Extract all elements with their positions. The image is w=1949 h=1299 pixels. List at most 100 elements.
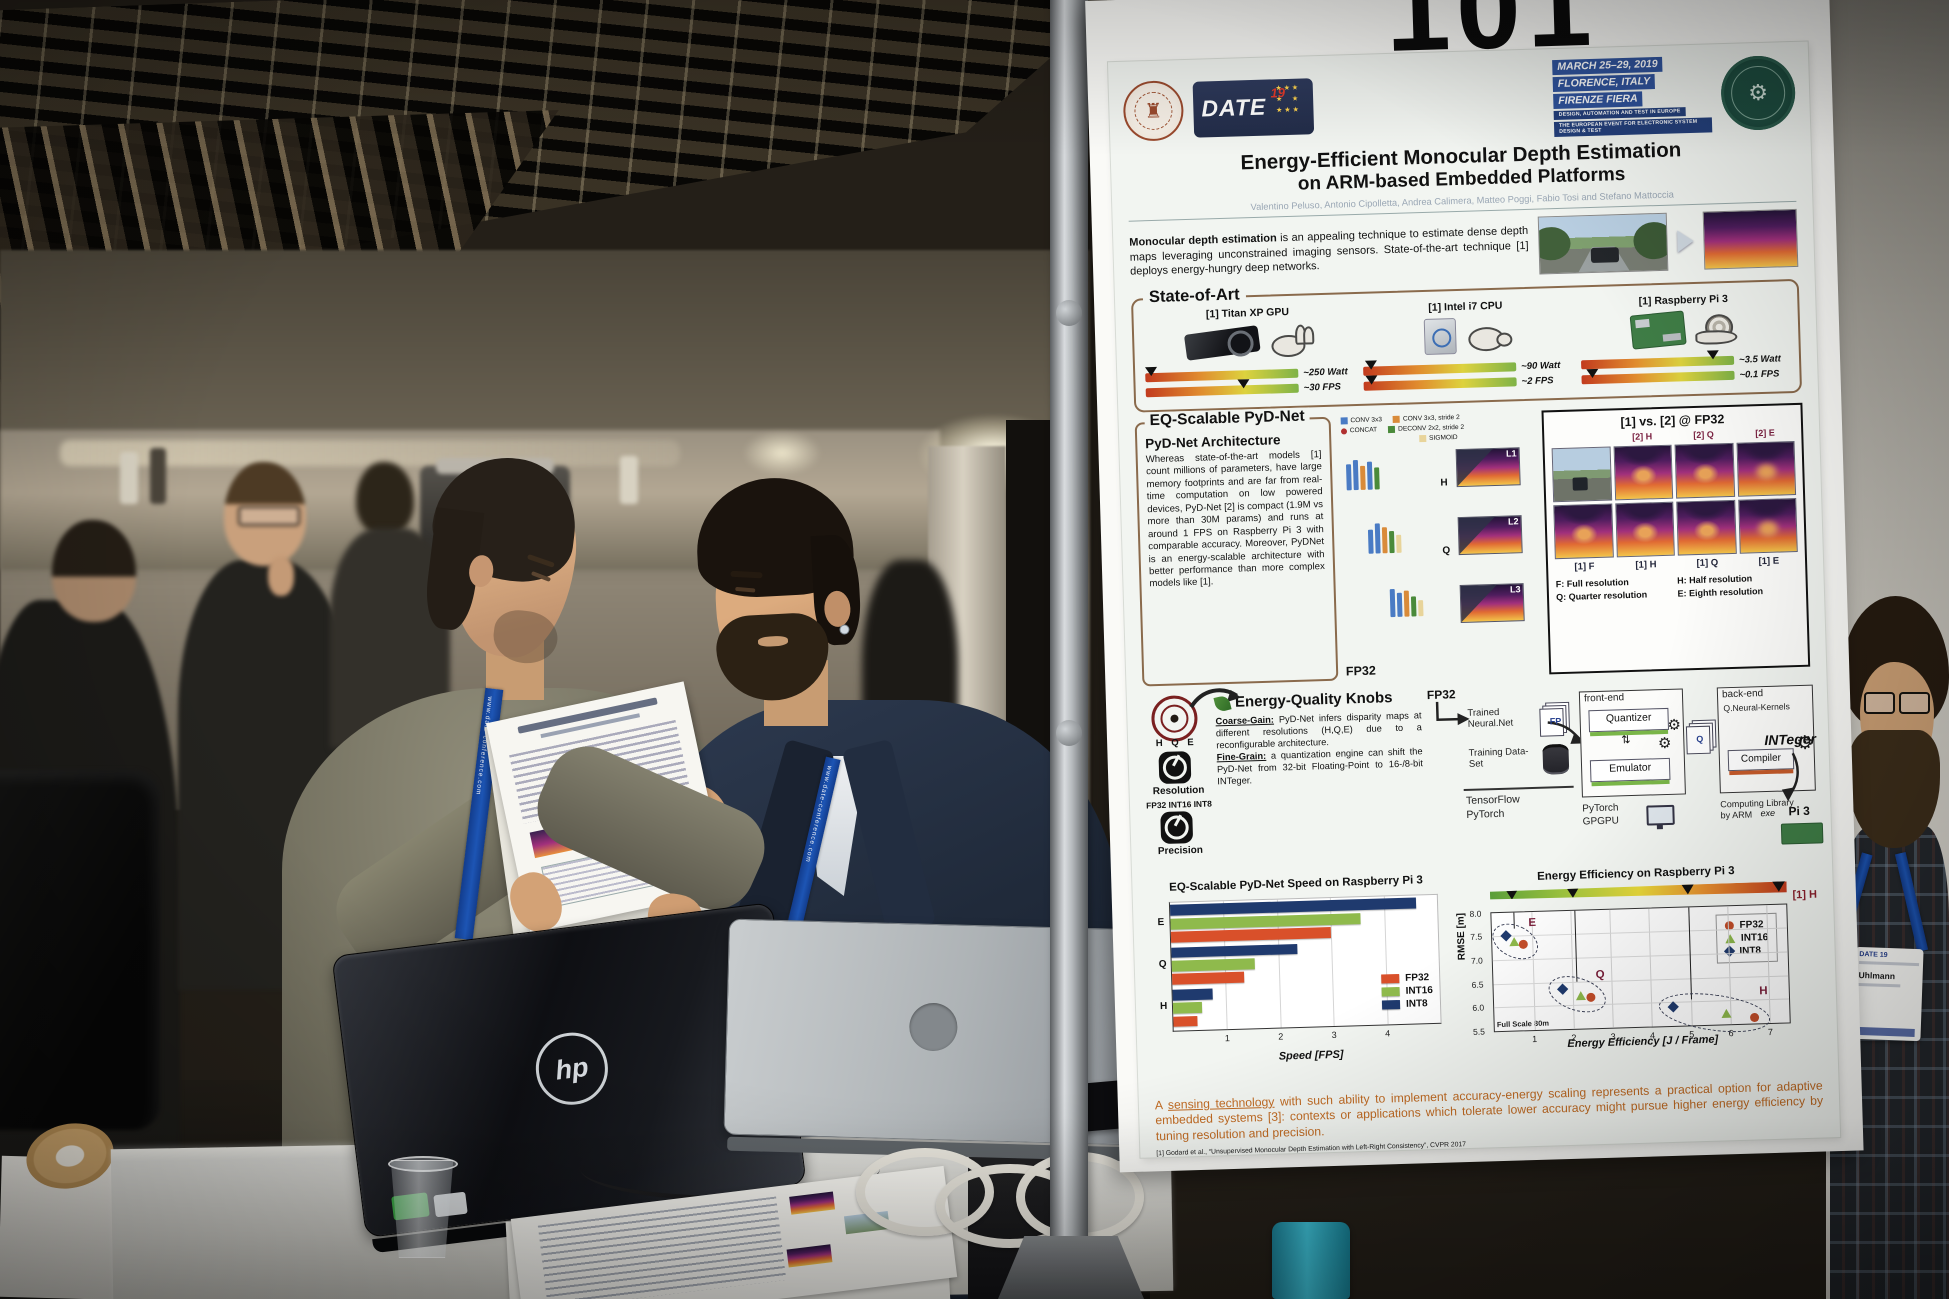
y-tick-label: 7.0 (1470, 955, 1483, 966)
energy-quality-knobs: H Q E Resolution FP32 INT16 INT8 Precisi… (1143, 688, 1426, 872)
rabbit-ear (1302, 326, 1315, 345)
legend-label: FP32 (1405, 971, 1430, 984)
fps-value: ~0.1 FPS (1739, 368, 1780, 381)
teal-bottle (1272, 1222, 1350, 1299)
gridline (1648, 908, 1654, 1027)
rabbit-icon (1267, 322, 1315, 359)
legend-label: INT16 (1740, 931, 1769, 944)
bottom-label: [1] E (1758, 555, 1780, 567)
circle-marker-icon (1585, 992, 1596, 1003)
marker-icon (1237, 378, 1250, 389)
background-person-mid-head (356, 462, 414, 536)
soa-bars: ~90 Watt ~2 FPS (1363, 359, 1572, 391)
layer-bar (1367, 529, 1374, 554)
event-info-block: MARCH 25–29, 2019 FLORENCE, ITALY FIRENZ… (1552, 55, 1713, 139)
tree (1537, 226, 1571, 262)
top-label: [2] H (1631, 431, 1653, 442)
gear-icon: ⚙ (1657, 733, 1672, 753)
arrow-icon (1435, 701, 1470, 725)
eq-scalable-title: EQ-Scalable PyD-Net (1144, 407, 1310, 431)
watt-value: ~3.5 Watt (1738, 353, 1782, 366)
deconv-chip (1388, 426, 1396, 434)
updown-arrows-icon: ⇅ (1621, 733, 1631, 747)
soa-item-gpu: [1] Titan XP GPU ~250 Watt ~30 FPS (1143, 304, 1354, 402)
input-photo-cell (1551, 446, 1612, 503)
architecture-legend: CONV 3x3 CONV 3x3, stride 2 CONCAT DECONV … (1340, 413, 1464, 446)
pi-port (1662, 332, 1682, 342)
precision-label: Precision (1157, 844, 1204, 857)
gradient-bar (1363, 375, 1517, 391)
gridline (1530, 911, 1536, 1030)
efficiency-ylabel: RMSE [m] (1455, 912, 1468, 961)
gpu-fan (1225, 328, 1256, 358)
output-map-L2: L2 (1457, 514, 1523, 555)
charts-row: EQ-Scalable PyD-Net Speed on Raspberry P… (1148, 862, 1822, 1088)
seal-crest: ♜ (1144, 100, 1163, 123)
legend-row: FP32 (1381, 972, 1433, 985)
glasses-icon (1864, 692, 1930, 714)
soa-item-raspberrypi: [1] Raspberry Pi 3 ~3.5 Watt ~0.1 FPS (1579, 291, 1790, 389)
soa-bars: ~250 Watt ~30 FPS (1145, 366, 1354, 398)
intro-text: Monocular depth estimation is an appeali… (1129, 224, 1529, 279)
level-label: L3 (1509, 584, 1521, 595)
bar-FP32 (1170, 927, 1332, 943)
y-tick-label: 8.0 (1469, 908, 1482, 919)
bottom-label: [1] F (1574, 560, 1595, 573)
legend-label: INT16 (1405, 984, 1433, 997)
architecture-diagram: CONV 3x3 CONV 3x3, stride 2 CONCAT DECONV … (1338, 411, 1541, 681)
state-of-art-section: State-of-Art [1] Titan XP GPU (1130, 278, 1803, 413)
legend-swatch (1381, 973, 1400, 984)
triangle-marker-icon (1724, 933, 1736, 944)
gradient-bar (1145, 378, 1299, 398)
layer-bar (1389, 588, 1396, 617)
watt-value: ~250 Watt (1303, 366, 1348, 379)
y-tick-label: 7.5 (1470, 931, 1483, 943)
depth-detail (1691, 462, 1719, 485)
man-right-beard (714, 611, 832, 704)
intro-section: Monocular depth estimation is an appeali… (1129, 208, 1799, 287)
point-INT16 (1575, 990, 1586, 1001)
gear-icon: ⚙ (1667, 715, 1682, 734)
conv-chip (1340, 417, 1348, 425)
soa-icons (1579, 303, 1788, 355)
layer-bar (1345, 464, 1352, 491)
fps-value: ~30 FPS (1303, 381, 1342, 394)
depth-cell (1613, 444, 1674, 501)
quantizer-box: Quantizer (1588, 707, 1670, 733)
depth-map-image (1703, 208, 1799, 270)
gridline (1609, 909, 1614, 1028)
speed-chart-title: EQ-Scalable PyD-Net Speed on Raspberry P… (1169, 874, 1424, 894)
bottom-label: [1] H (1635, 559, 1657, 571)
level-label: L2 (1507, 516, 1519, 527)
backpack (0, 770, 160, 1130)
legend-label: SIGMOID (1428, 433, 1458, 442)
badge-footer (1856, 1026, 1915, 1037)
depth-detail (1570, 523, 1598, 546)
bar-INT8 (1169, 897, 1417, 916)
depth-detail (1619, 444, 1666, 467)
politecnico-torino-seal-icon: ⚙ (1720, 54, 1797, 132)
state-of-art-title: State-of-Art (1142, 285, 1246, 308)
layer-bar (1403, 590, 1410, 617)
glasses-lens (1899, 692, 1930, 714)
category-label: Q (1158, 959, 1167, 971)
event-dates: MARCH 25–29, 2019 (1552, 56, 1663, 75)
point-INT16 (1721, 1009, 1732, 1019)
layer-bar (1417, 599, 1424, 617)
date19-logo: DATE 19 (1192, 78, 1315, 138)
printout-figure (789, 1191, 836, 1215)
stand-knob (1056, 720, 1082, 746)
poster-stand-pole (1050, 0, 1088, 1299)
depth-cell (1736, 440, 1797, 497)
arrow-right-icon (1677, 229, 1695, 253)
conference-badge: DATE 19 Uhlmann (1852, 946, 1924, 1042)
fps-bar-row: ~2 FPS (1363, 374, 1572, 391)
conv-s2-chip (1392, 415, 1401, 424)
depth-detail (1559, 503, 1606, 526)
depth-detail (1693, 519, 1721, 542)
legend-label: INT8 (1405, 997, 1428, 1010)
drop-line (1688, 907, 1693, 1000)
legend-label: CONCAT (1349, 426, 1378, 434)
cpu-chip-icon (1423, 317, 1457, 355)
conclusion-underline: sensing technology (1167, 1094, 1275, 1112)
